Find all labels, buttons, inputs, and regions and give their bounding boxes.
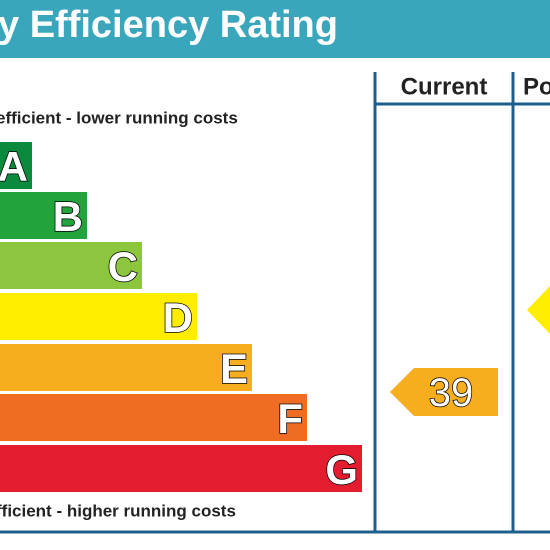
top-note: efficient - lower running costs [0,109,238,128]
header-bar [0,0,550,58]
band-letter: G [325,446,358,493]
band-bar [0,142,32,189]
band-bar [0,394,307,441]
bottom-note: fficient - higher running costs [0,502,236,521]
potential-arrow [527,286,550,334]
band-bar [0,445,362,492]
band-bar [0,242,142,289]
band-bar [0,293,197,340]
title: y Efficiency Rating [0,4,338,46]
current-arrow [390,368,498,416]
band-letter: F [277,395,303,442]
band-bar [0,192,87,239]
column-header: Po [523,74,550,101]
band-letter: C [108,243,138,290]
current-rating: 39 [429,371,474,415]
band-letter: D [163,294,193,341]
band-bar [0,344,252,391]
band-letter: B [53,193,83,240]
band-letter: A [0,143,28,190]
column-header: Current [401,74,488,101]
band-letter: E [220,345,248,392]
